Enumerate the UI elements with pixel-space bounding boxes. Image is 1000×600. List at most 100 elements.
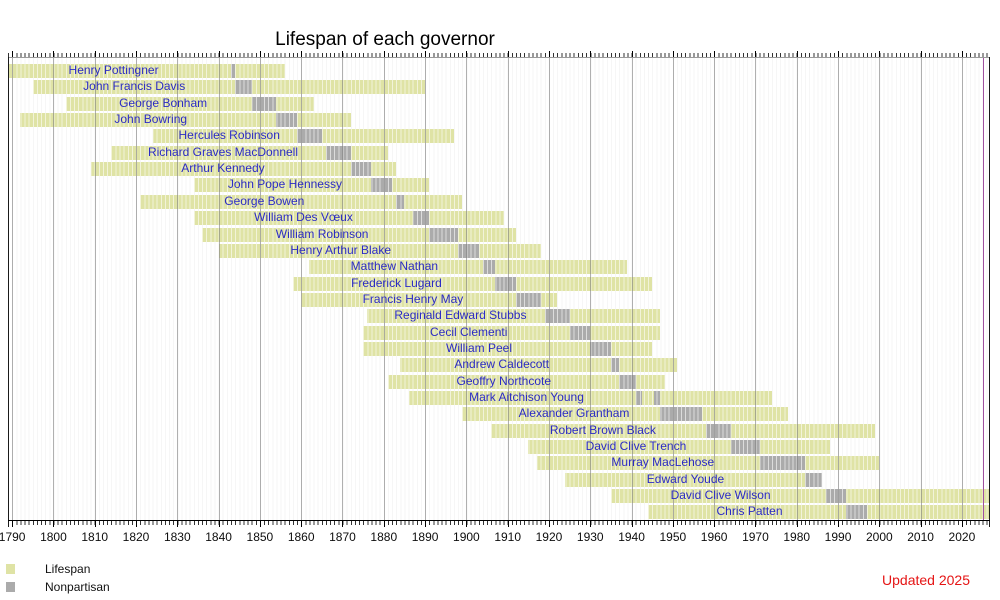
axis-tick-label: 1970 bbox=[742, 530, 769, 544]
decade-gridline bbox=[879, 57, 881, 520]
major-tick bbox=[879, 520, 881, 527]
legend-item-nonpartisan: Nonpartisan bbox=[6, 579, 110, 594]
axis-tick-label: 1810 bbox=[81, 530, 109, 544]
major-tick-top bbox=[714, 51, 716, 57]
plot-right-border bbox=[989, 57, 990, 527]
axis-tick-label: 1960 bbox=[700, 530, 728, 544]
major-tick bbox=[94, 520, 96, 527]
governor-name: David Clive Trench bbox=[585, 439, 687, 454]
legend-label: Lifespan bbox=[45, 561, 91, 576]
governor-name: Reginald Edward Stubbs bbox=[394, 308, 527, 323]
axis-tick-label: 1820 bbox=[122, 530, 150, 544]
decade-gridline bbox=[383, 57, 385, 520]
major-tick-top bbox=[548, 51, 550, 57]
axis-tick-label: 1980 bbox=[783, 530, 811, 544]
major-tick bbox=[466, 520, 468, 527]
major-tick-top bbox=[920, 51, 922, 57]
legend-label: Nonpartisan bbox=[45, 579, 110, 594]
major-tick-top bbox=[177, 51, 179, 57]
major-tick-top bbox=[590, 51, 592, 57]
major-tick-top bbox=[259, 51, 261, 57]
axis-tick-label: 1830 bbox=[163, 530, 191, 544]
major-tick bbox=[507, 520, 509, 527]
chart-title: Lifespan of each governor bbox=[275, 29, 495, 50]
major-tick-top bbox=[507, 51, 509, 57]
major-tick bbox=[259, 520, 261, 527]
governor-names-layer: Henry Pottingner John Francis Davis George… bbox=[8, 57, 990, 520]
decade-gridline bbox=[218, 57, 220, 520]
governor-name: Frederick Lugard bbox=[351, 275, 442, 290]
decade-gridline bbox=[12, 57, 14, 520]
axis-tick-label: 1950 bbox=[659, 530, 687, 544]
plot-left-border bbox=[8, 57, 9, 527]
axis-tick-label: 1880 bbox=[370, 530, 398, 544]
major-tick bbox=[796, 520, 798, 527]
major-tick-top bbox=[94, 51, 96, 57]
major-tick-top bbox=[631, 51, 633, 57]
decade-gridline bbox=[177, 57, 179, 520]
major-tick-top bbox=[12, 51, 14, 57]
governor-name: William Robinson bbox=[275, 226, 369, 241]
governor-name: Francis Henry May bbox=[362, 291, 464, 306]
year-stripes-overlay bbox=[8, 57, 990, 520]
governor-name: David Clive Wilson bbox=[670, 488, 771, 503]
decade-gridline bbox=[548, 57, 550, 520]
governor-name: Cecil Clementi bbox=[430, 324, 508, 339]
axis-tick-label: 1930 bbox=[576, 530, 604, 544]
major-tick-top bbox=[218, 51, 220, 57]
major-tick-top bbox=[796, 51, 798, 57]
decade-gridline bbox=[672, 57, 674, 520]
decade-gridline bbox=[796, 57, 798, 520]
nonpartisan-swatch bbox=[6, 581, 15, 592]
major-tick bbox=[425, 520, 427, 527]
axis-tick-label: 1910 bbox=[494, 530, 522, 544]
axis-tick-label: 2010 bbox=[907, 530, 934, 544]
present-year-line bbox=[982, 57, 984, 520]
major-tick-top bbox=[136, 51, 137, 57]
governor-name: Henry Arthur Blake bbox=[290, 242, 392, 257]
major-tick-top bbox=[466, 51, 468, 57]
major-tick-top bbox=[383, 51, 385, 57]
decade-gridline bbox=[53, 57, 55, 520]
governor-name: Henry Pottingner bbox=[68, 63, 159, 77]
lifespan-swatch bbox=[6, 563, 15, 574]
decade-gridline bbox=[920, 57, 922, 520]
major-tick bbox=[342, 520, 344, 527]
axis-tick-label: 1860 bbox=[287, 530, 315, 544]
plot-area: Henry Pottingner John Francis Davis George… bbox=[8, 57, 990, 520]
governor-name: Chris Patten bbox=[716, 504, 783, 519]
major-tick bbox=[714, 520, 716, 527]
decade-gridline bbox=[590, 57, 592, 520]
axis-tick-label: 2000 bbox=[865, 530, 893, 544]
axis-tick-label: 1870 bbox=[329, 530, 356, 544]
governor-name: Arthur Kennedy bbox=[181, 161, 265, 176]
governor-name: Alexander Grantham bbox=[518, 406, 630, 421]
axis-tick-label: 1790 bbox=[0, 530, 26, 544]
decade-gridline bbox=[94, 57, 96, 520]
governor-name: John Francis Davis bbox=[83, 79, 186, 94]
major-tick-top bbox=[755, 51, 757, 57]
axis-tick-label: 1920 bbox=[535, 530, 563, 544]
major-tick-top bbox=[672, 51, 674, 57]
governor-name: Geoffry Northcote bbox=[456, 373, 552, 388]
decade-gridline bbox=[466, 57, 468, 520]
major-tick bbox=[590, 520, 592, 527]
x-axis-line bbox=[8, 520, 990, 521]
governor-name: William Peel bbox=[446, 340, 513, 355]
major-tick-top bbox=[342, 51, 344, 57]
governor-name: Richard Graves MacDonnell bbox=[147, 144, 299, 159]
governor-name: William Des Vœux bbox=[254, 210, 353, 225]
major-tick-top bbox=[838, 51, 840, 57]
decade-gridline bbox=[301, 57, 303, 520]
axis-tick-label: 2020 bbox=[948, 530, 976, 544]
governor-name: John Bowring bbox=[114, 112, 188, 127]
decade-gridline bbox=[136, 57, 137, 520]
axis-tick-label: 1850 bbox=[246, 530, 274, 544]
decade-gridline bbox=[425, 57, 427, 520]
decade-gridline bbox=[755, 57, 757, 520]
governor-name: John Pope Hennessy bbox=[227, 177, 342, 192]
governor-name: George Bonham bbox=[119, 95, 208, 110]
bottom-minor-ticks bbox=[8, 521, 990, 525]
governor-name: Matthew Nathan bbox=[350, 259, 439, 274]
